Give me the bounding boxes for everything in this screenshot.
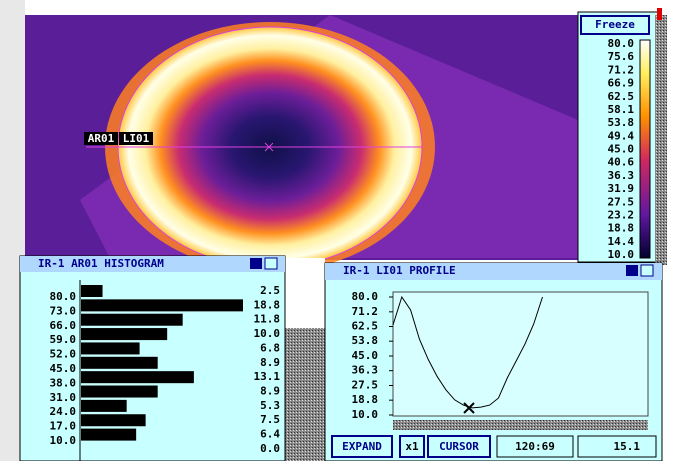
bin-label: 59.0 [50, 333, 77, 346]
histogram-bar [81, 342, 140, 354]
histogram-bar [81, 429, 136, 441]
scale-label: 66.9 [608, 77, 635, 90]
bin-percent: 0.0 [260, 442, 280, 455]
y-tick-label: 36.3 [352, 364, 379, 377]
y-tick-label: 18.8 [352, 393, 379, 406]
bin-label: 45.0 [50, 362, 77, 375]
histogram-bar [81, 371, 194, 383]
histogram-bar [81, 414, 146, 426]
y-tick-label: 53.8 [352, 334, 379, 347]
histogram-bar [81, 299, 243, 311]
scale-label: 27.5 [608, 195, 635, 208]
bin-percent: 7.5 [260, 413, 280, 426]
bin-label: 24.0 [50, 405, 77, 418]
histogram-bar [81, 400, 127, 412]
scale-label: 49.4 [608, 129, 635, 142]
bin-label: 10.0 [50, 434, 77, 447]
scale-label: 23.2 [608, 208, 635, 221]
bin-percent: 6.4 [260, 428, 280, 441]
bin-label: 17.0 [50, 420, 77, 433]
histogram-bar [81, 386, 158, 398]
screen: AR01 LI01 Freeze IR-1 AR01 HISTOGRAM IR-… [0, 0, 673, 461]
scale-label: 14.4 [608, 235, 635, 248]
area-label: AR01 [88, 132, 115, 145]
bin-percent: 11.8 [254, 313, 281, 326]
scale-label: 45.0 [608, 143, 635, 156]
scale-label: 36.3 [608, 169, 635, 182]
bin-percent: 18.8 [254, 298, 281, 311]
bin-percent: 10.0 [254, 327, 281, 340]
bin-label: 52.0 [50, 348, 77, 361]
histogram-title: IR-1 AR01 HISTOGRAM [38, 257, 164, 270]
bin-label: 31.0 [50, 391, 77, 404]
bin-percent: 6.8 [260, 341, 280, 354]
scale-label: 80.0 [608, 37, 635, 50]
scale-label: 18.8 [608, 222, 635, 235]
freeze-label: Freeze [595, 18, 635, 31]
scale-label: 75.6 [608, 50, 635, 63]
histogram-bar [81, 314, 183, 326]
scale-label: 53.8 [608, 116, 635, 129]
y-tick-label: 27.5 [352, 379, 379, 392]
y-tick-label: 71.2 [352, 305, 379, 318]
histogram-bar [81, 357, 158, 369]
bin-percent: 5.3 [260, 399, 280, 412]
bin-percent: 2.5 [260, 284, 280, 297]
bin-percent: 8.9 [260, 385, 280, 398]
y-tick-label: 45.0 [352, 349, 379, 362]
histogram-bar [81, 285, 103, 297]
bin-percent: 13.1 [254, 370, 281, 383]
bin-label: 66.0 [50, 319, 77, 332]
bin-percent: 8.9 [260, 356, 280, 369]
y-tick-label: 62.5 [352, 320, 379, 333]
button-label: x1 [405, 440, 419, 453]
histogram-bar [81, 328, 167, 340]
button-label: CURSOR [439, 440, 479, 453]
y-tick-label: 80.0 [352, 290, 379, 303]
cursor-value: 15.1 [614, 440, 641, 453]
cursor-position: 120:69 [515, 440, 555, 453]
scale-label: 31.9 [608, 182, 635, 195]
bin-label: 38.0 [50, 376, 77, 389]
button-label: EXPAND [342, 440, 382, 453]
y-tick-label: 10.0 [352, 408, 379, 421]
scale-label: 10.0 [608, 248, 635, 261]
scale-label: 58.1 [608, 103, 635, 116]
bin-label: 80.0 [50, 290, 77, 303]
scale-label: 62.5 [608, 90, 635, 103]
scale-label: 71.2 [608, 63, 635, 76]
bin-label: 73.0 [50, 304, 77, 317]
line-label: LI01 [123, 132, 150, 145]
scale-label: 40.6 [608, 156, 635, 169]
profile-title: IR-1 LI01 PROFILE [343, 264, 456, 277]
